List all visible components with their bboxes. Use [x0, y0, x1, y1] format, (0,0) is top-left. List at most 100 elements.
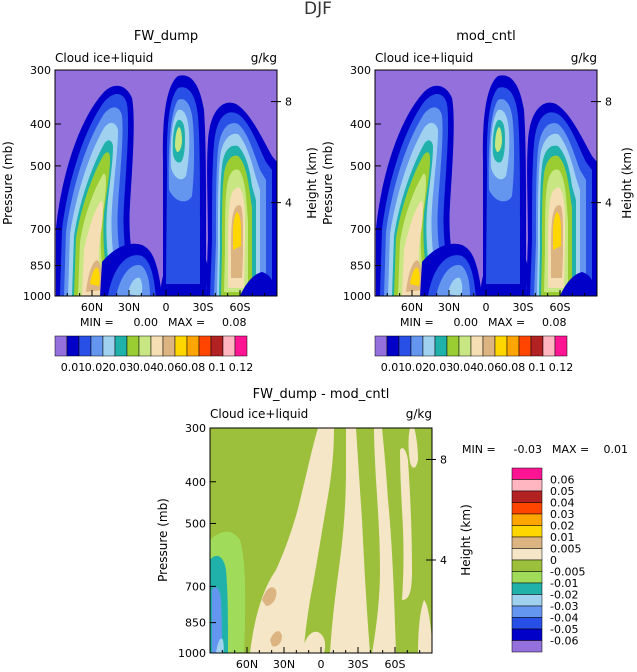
y-axis-label: Pressure (mb): [321, 141, 335, 225]
colorbar-swatch: [511, 640, 543, 653]
y-right-axis-label: Height (km): [620, 147, 634, 218]
colorbar-swatch: [554, 335, 568, 357]
variable-label: Cloud ice+liquid: [55, 51, 153, 65]
colorbar-swatch: [102, 335, 116, 357]
colorbar-swatch: [422, 335, 436, 357]
colorbar-label: -0.04: [550, 612, 578, 625]
colorbar-swatch: [234, 335, 248, 357]
colorbar-label: -0.05: [550, 623, 578, 636]
y-right-tick-label: 4: [605, 197, 612, 210]
y-tick-label: 850: [30, 259, 51, 272]
colorbar-swatch: [54, 335, 68, 357]
variable-label: Cloud ice+liquid: [210, 407, 308, 421]
max-label: MAX =: [552, 443, 589, 456]
x-tick-label: 30S: [348, 658, 369, 671]
colorbar-swatch: [162, 335, 176, 357]
colorbar-swatch: [78, 335, 92, 357]
y-tick-label: 400: [30, 118, 51, 131]
y-axis-label: Pressure (mb): [1, 141, 15, 225]
contour-field: [375, 70, 597, 296]
colorbar-label: 0.04: [453, 361, 478, 374]
panel-title: mod_cntl: [456, 29, 515, 44]
min-label: MIN =: [80, 316, 114, 329]
colorbar-swatch: [222, 335, 236, 357]
y-tick-label: 300: [185, 422, 206, 435]
colorbar-swatch: [410, 335, 424, 357]
panel-title: FW_dump - mod_cntl: [253, 387, 390, 402]
y-tick-label: 1000: [178, 647, 206, 660]
colorbar-swatch: [511, 502, 543, 515]
colorbar-swatch: [518, 335, 532, 357]
min-label: MIN =: [400, 316, 434, 329]
x-tick-label: 0: [483, 301, 490, 314]
colorbar-label: 0.06: [550, 474, 575, 487]
max-value: 0.01: [604, 443, 629, 456]
y-tick-label: 700: [185, 580, 206, 593]
y-axis-label: Pressure (mb): [156, 498, 170, 582]
colorbar-label: 0.05: [550, 485, 575, 498]
max-label: MAX =: [488, 316, 525, 329]
colorbar-swatch: [174, 335, 188, 357]
y-tick-label: 850: [185, 617, 206, 630]
colorbar-label: 0.01: [550, 531, 575, 544]
colorbar-label: 0.02: [85, 361, 110, 374]
y-tick-label: 500: [350, 160, 371, 173]
y-right-tick-label: 4: [285, 197, 292, 210]
panel-fw-dump: FW_dump Cloud ice+liquid g/kg: [1, 29, 319, 374]
y-right-tick-label: 4: [440, 554, 447, 567]
colorbar-swatch: [511, 571, 543, 584]
units-label: g/kg: [251, 51, 277, 65]
colorbar-swatch: [511, 548, 543, 561]
colorbar-swatch: [90, 335, 104, 357]
x-tick-label: 60S: [230, 301, 251, 314]
colorbar-label: 0.02: [405, 361, 430, 374]
min-value: 0.00: [454, 316, 479, 329]
x-tick-label: 30N: [438, 301, 460, 314]
x-tick-label: 30S: [513, 301, 534, 314]
x-tick-label: 60S: [385, 658, 406, 671]
colorbar-label: 0.12: [229, 361, 254, 374]
x-tick-label: 30N: [118, 301, 140, 314]
y-tick-label: 850: [350, 259, 371, 272]
colorbar-label: 0.1: [208, 361, 226, 374]
x-tick-label: 60N: [81, 301, 103, 314]
y-right-axis-label: Height (km): [459, 504, 473, 575]
colorbar-swatch: [511, 536, 543, 549]
contour-field: [210, 428, 432, 653]
colorbar-swatch: [482, 335, 496, 357]
colorbar-swatch: [494, 335, 508, 357]
colorbar-swatch: [511, 605, 543, 618]
colorbar-swatch: [114, 335, 128, 357]
colorbar-label: 0.06: [477, 361, 502, 374]
y-right-axis-label: Height (km): [305, 147, 319, 218]
x-tick-label: 30S: [193, 301, 214, 314]
colorbar-label: 0.04: [133, 361, 158, 374]
max-value: 0.08: [222, 316, 247, 329]
colorbar-label: -0.03: [550, 600, 578, 613]
max-value: 0.08: [542, 316, 567, 329]
colorbar-label: 0.005: [550, 543, 582, 556]
max-label: MAX =: [168, 316, 205, 329]
colorbar-swatch: [511, 467, 543, 480]
colorbar-label: 0.01: [381, 361, 406, 374]
x-tick-label: 60N: [236, 658, 258, 671]
panel-mod-cntl: mod_cntl Cloud ice+liquid g/kg 300 400 500…: [321, 29, 634, 374]
colorbar-label: 0: [550, 554, 557, 567]
y-right-tick-label: 8: [285, 96, 292, 109]
axes: 300 400 500 700 850 1000 8 4 60N 30N 0 30S 60S: [178, 422, 447, 671]
colorbar-swatch: [374, 335, 388, 357]
colorbar-swatch: [398, 335, 412, 357]
contour-field: [55, 70, 277, 296]
colorbar-swatch: [210, 335, 224, 357]
axes: 300 400 500 700 850 1000 8 4 60N 30N 0 30S 60S: [23, 64, 292, 314]
variable-label: Cloud ice+liquid: [375, 51, 473, 65]
y-tick-label: 700: [30, 223, 51, 236]
min-value: 0.00: [134, 316, 159, 329]
colorbar-swatch: [66, 335, 80, 357]
y-tick-label: 700: [350, 223, 371, 236]
colorbar-swatch: [126, 335, 140, 357]
colorbar: 0.060.050.040.030.020.010.0050-0.005-0.0…: [511, 467, 585, 653]
x-tick-label: 0: [163, 301, 170, 314]
colorbar-label: 0.08: [501, 361, 526, 374]
y-tick-label: 300: [350, 64, 371, 77]
